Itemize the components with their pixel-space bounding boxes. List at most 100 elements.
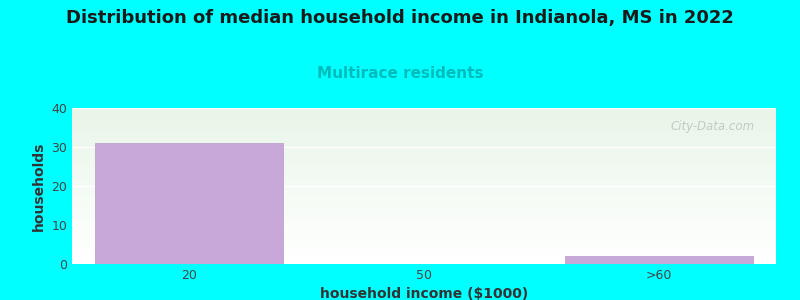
Bar bbox=[72, 194, 776, 195]
Bar bbox=[72, 179, 776, 180]
Bar bbox=[72, 202, 776, 203]
Bar bbox=[72, 210, 776, 211]
Bar bbox=[72, 263, 776, 264]
Bar bbox=[72, 201, 776, 202]
Bar bbox=[72, 217, 776, 218]
Bar bbox=[72, 142, 776, 143]
Bar bbox=[72, 232, 776, 233]
Bar bbox=[72, 137, 776, 138]
Bar bbox=[72, 185, 776, 186]
Bar bbox=[72, 172, 776, 173]
Bar bbox=[72, 193, 776, 194]
Bar bbox=[72, 159, 776, 160]
Bar bbox=[72, 226, 776, 227]
Bar bbox=[72, 160, 776, 161]
Bar bbox=[72, 180, 776, 181]
Bar bbox=[72, 149, 776, 150]
Bar bbox=[72, 262, 776, 263]
Bar bbox=[72, 190, 776, 191]
Bar bbox=[72, 158, 776, 159]
Bar bbox=[72, 255, 776, 256]
Bar bbox=[72, 162, 776, 163]
Bar bbox=[72, 197, 776, 198]
Bar bbox=[72, 191, 776, 192]
Bar bbox=[72, 111, 776, 112]
Bar bbox=[72, 223, 776, 224]
Bar bbox=[72, 166, 776, 167]
Text: Distribution of median household income in Indianola, MS in 2022: Distribution of median household income … bbox=[66, 9, 734, 27]
Bar bbox=[72, 213, 776, 214]
Bar bbox=[72, 186, 776, 187]
Bar bbox=[72, 229, 776, 230]
Bar bbox=[72, 207, 776, 208]
Bar bbox=[72, 136, 776, 137]
Bar bbox=[72, 256, 776, 257]
Bar bbox=[72, 198, 776, 199]
Bar bbox=[72, 192, 776, 193]
Bar bbox=[72, 134, 776, 135]
Bar bbox=[72, 174, 776, 175]
Bar bbox=[72, 181, 776, 182]
Bar bbox=[72, 227, 776, 228]
Bar bbox=[72, 219, 776, 220]
Bar bbox=[72, 239, 776, 240]
Bar bbox=[72, 123, 776, 124]
Bar bbox=[72, 140, 776, 141]
Bar bbox=[72, 177, 776, 178]
Bar bbox=[72, 252, 776, 253]
Bar bbox=[72, 241, 776, 242]
Bar bbox=[72, 176, 776, 177]
Bar bbox=[72, 182, 776, 183]
Bar bbox=[72, 251, 776, 252]
Bar bbox=[72, 238, 776, 239]
Bar bbox=[72, 196, 776, 197]
Bar bbox=[72, 163, 776, 164]
Bar bbox=[72, 240, 776, 241]
Bar bbox=[72, 259, 776, 260]
Bar bbox=[72, 206, 776, 207]
Bar bbox=[72, 126, 776, 127]
Bar bbox=[72, 183, 776, 184]
Bar bbox=[72, 184, 776, 185]
Bar bbox=[72, 257, 776, 258]
Bar bbox=[72, 130, 776, 131]
Bar bbox=[72, 203, 776, 204]
Bar bbox=[72, 168, 776, 169]
Bar bbox=[72, 260, 776, 261]
Bar bbox=[72, 121, 776, 122]
Bar bbox=[72, 212, 776, 213]
Bar bbox=[72, 234, 776, 235]
Bar bbox=[72, 243, 776, 244]
Bar bbox=[72, 129, 776, 130]
X-axis label: household income ($1000): household income ($1000) bbox=[320, 287, 528, 300]
Bar bbox=[72, 153, 776, 154]
Bar bbox=[72, 236, 776, 237]
Bar bbox=[72, 157, 776, 158]
Bar bbox=[72, 110, 776, 111]
Bar bbox=[72, 214, 776, 215]
Bar bbox=[72, 221, 776, 222]
Bar bbox=[72, 124, 776, 125]
Bar bbox=[72, 122, 776, 123]
Bar bbox=[72, 150, 776, 151]
Y-axis label: households: households bbox=[32, 141, 46, 231]
Bar bbox=[72, 171, 776, 172]
Bar bbox=[72, 170, 776, 171]
Bar bbox=[72, 141, 776, 142]
Bar bbox=[72, 216, 776, 217]
Bar bbox=[72, 147, 776, 148]
Bar bbox=[72, 245, 776, 246]
Bar bbox=[72, 144, 776, 145]
Bar bbox=[72, 254, 776, 255]
Bar bbox=[72, 211, 776, 212]
Bar bbox=[72, 119, 776, 120]
Bar bbox=[565, 256, 753, 264]
Bar bbox=[72, 113, 776, 114]
Bar bbox=[72, 220, 776, 221]
Bar bbox=[72, 145, 776, 146]
Text: City-Data.com: City-Data.com bbox=[670, 121, 755, 134]
Bar bbox=[72, 199, 776, 200]
Bar bbox=[72, 165, 776, 166]
Bar bbox=[72, 178, 776, 179]
Bar bbox=[72, 249, 776, 250]
